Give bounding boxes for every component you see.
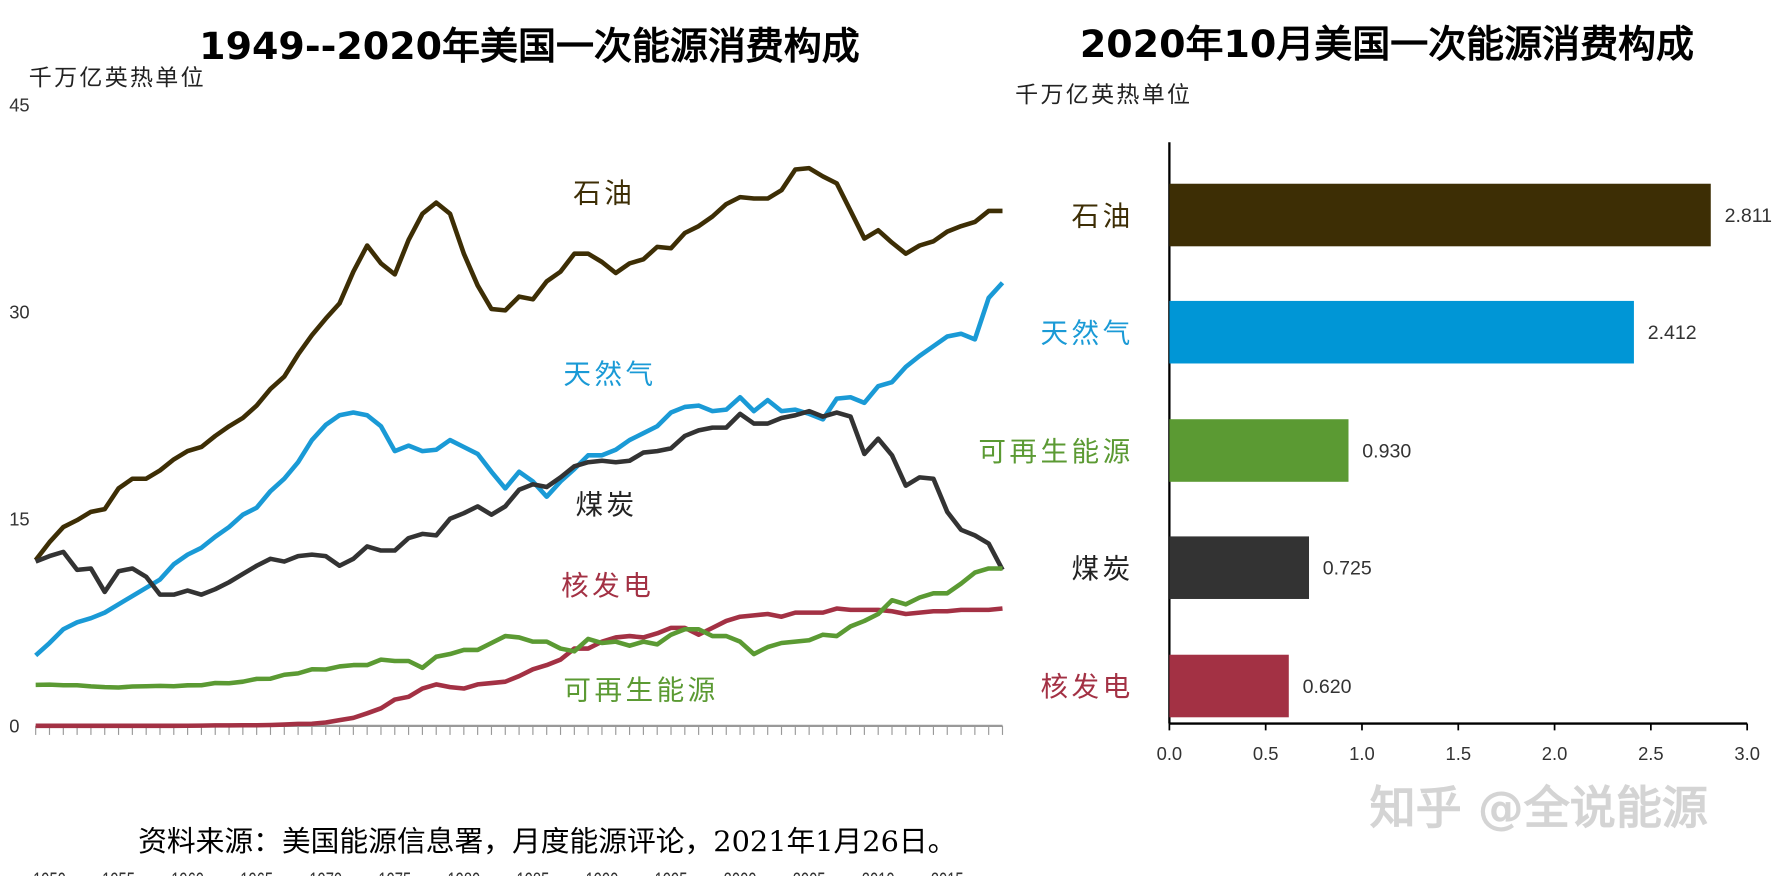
x-tick-label: 2.0 [1542, 743, 1568, 764]
series-label: 煤炭 [575, 490, 637, 521]
x-tick-label: 0.0 [1157, 743, 1183, 764]
y-tick-label: 45 [9, 95, 29, 116]
x-tick-label: 1950 [33, 869, 66, 876]
series-line-5 [35, 566, 1003, 690]
x-tick-label: 1960 [171, 869, 204, 876]
x-tick-label: 1990 [586, 869, 619, 876]
bar [1169, 183, 1711, 247]
x-tick-label: 1955 [102, 869, 135, 876]
x-tick-label: 1.5 [1445, 743, 1471, 764]
x-tick-label: 2000 [724, 869, 757, 876]
bar [1169, 654, 1289, 718]
watermark: 知乎 @全说能源 [1370, 782, 1708, 835]
series-label: 核发电 [561, 571, 654, 602]
series-label: 天然气 [563, 360, 656, 391]
x-tick-label: 0.5 [1253, 743, 1279, 764]
x-tick-label: 1975 [378, 869, 411, 876]
category-label: 可再生能源 [978, 437, 1133, 468]
line-chart: 1950 1955 1960 1965 1970 1975 1980 1985 1990 1995… [9, 95, 1005, 876]
x-tick-label: 1970 [309, 869, 342, 876]
series-line-4 [35, 606, 1003, 729]
category-label: 天然气 [1040, 319, 1133, 350]
y-tick-label: 15 [9, 509, 29, 530]
bar-value-label: 0.930 [1362, 440, 1411, 462]
right-unit-label: 千万亿英热单位 [1015, 83, 1192, 109]
y-tick-label: 30 [9, 302, 29, 323]
series-label: 石油 [573, 179, 635, 210]
category-label: 核发电 [1040, 672, 1133, 703]
x-tick-label: 2015 [931, 869, 964, 876]
left-y-axis-label: 千万亿英热单位 [29, 65, 206, 91]
x-tick-label: 2005 [793, 869, 826, 876]
x-tick-label: 3.0 [1734, 743, 1760, 764]
series-line-3 [34, 408, 1005, 597]
series-line-2 [34, 281, 1005, 658]
y-tick-label: 0 [9, 716, 19, 737]
bar-value-label: 2.412 [1648, 322, 1697, 344]
x-tick-label: 2.5 [1638, 743, 1664, 764]
bar [1169, 419, 1349, 482]
x-tick-label: 2010 [862, 869, 895, 876]
x-tick-label: 1985 [517, 869, 550, 876]
bar [1169, 300, 1634, 364]
bar [1169, 536, 1310, 599]
bar-value-label: 2.811 [1725, 205, 1772, 227]
x-tick-label: 1995 [655, 869, 688, 876]
category-label: 煤炭 [1072, 554, 1134, 585]
x-tick-label: 1980 [447, 869, 480, 876]
bar-chart: 0.0 0.5 1.0 1.5 2.0 2.5 3.0 2.811 石油 2.412 天然气 0.93… [978, 142, 1772, 764]
bar-value-label: 0.725 [1323, 558, 1372, 580]
x-tick-label: 1.0 [1349, 743, 1375, 764]
series-label: 可再生能源 [563, 676, 718, 707]
source-note: 资料来源：美国能源信息署，月度能源评论，2021年1月26日。 [138, 824, 956, 858]
right-chart-title: 2020年10月美国一次能源消费构成 [1080, 22, 1694, 66]
left-chart-title: 1949--2020年美国一次能源消费构成 [199, 24, 860, 68]
series-line-1 [33, 165, 1003, 562]
category-label: 石油 [1072, 201, 1134, 232]
x-tick-label: 1965 [240, 869, 273, 876]
bar-value-label: 0.620 [1303, 676, 1352, 698]
